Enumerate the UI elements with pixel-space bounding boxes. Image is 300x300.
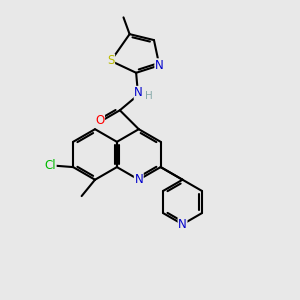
Text: N: N — [134, 86, 143, 99]
Text: S: S — [107, 54, 115, 68]
Text: N: N — [178, 218, 187, 231]
Text: N: N — [155, 59, 164, 72]
Text: N: N — [134, 173, 143, 186]
Text: O: O — [95, 115, 104, 128]
Text: H: H — [145, 91, 152, 101]
Text: Cl: Cl — [44, 159, 56, 172]
